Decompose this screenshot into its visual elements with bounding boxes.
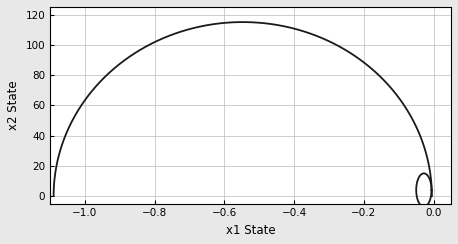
Y-axis label: x2 State: x2 State: [7, 81, 20, 130]
X-axis label: x1 State: x1 State: [226, 224, 275, 237]
